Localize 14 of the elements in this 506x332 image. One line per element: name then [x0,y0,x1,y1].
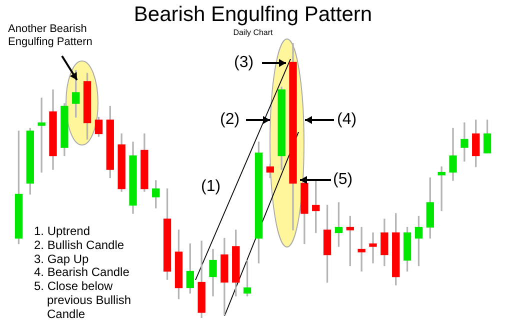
candlestick [460,122,468,162]
chart-subtitle: Daily Chart [233,28,273,37]
annotation: (5) [333,171,354,190]
candlestick [358,226,366,272]
annotation: (1) [201,178,222,196]
candlestick [369,232,377,264]
annotation: (2) [220,111,241,130]
annotation: (3) [234,54,255,72]
annotation: 1. Uptrend 2. Bullish Candle 3. Gap Up 4. Bearish Candle 5. Close below previous Bullish Candle [34,224,132,322]
chart-title: Bearish Engulfing Pattern [134,3,372,26]
candlestick [438,166,446,212]
annotation: Another Bearish Engulfing Pattern [8,23,94,48]
annotation: (4) [337,111,358,130]
candlestick [38,98,46,173]
